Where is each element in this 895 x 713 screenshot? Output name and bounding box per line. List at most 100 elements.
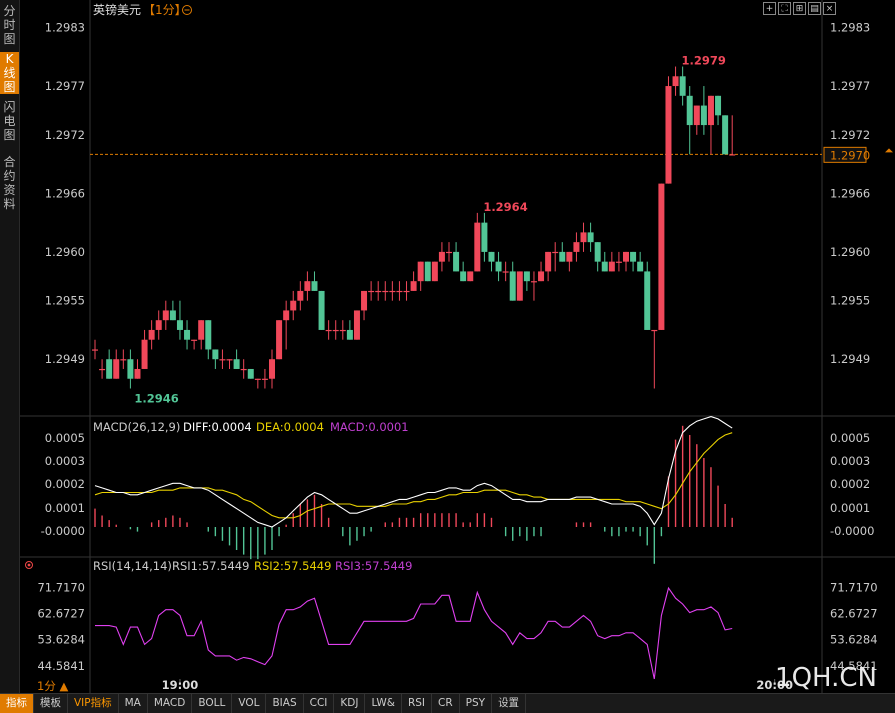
candle-body-31	[311, 281, 318, 291]
rsi-label-right-2: 53.6284	[830, 633, 878, 647]
toolbar-item-7[interactable]: BIAS	[266, 694, 304, 713]
candle-body-13	[184, 329, 191, 340]
price-label-right-5: 1.2955	[830, 294, 870, 308]
up-arrow-icon	[885, 148, 893, 153]
rsi-rsi1-label: RSI1:57.5449	[172, 559, 249, 573]
price-label-left-5: 1.2955	[45, 294, 85, 308]
macd-diff-label: DIFF:0.0004	[183, 420, 252, 434]
candle-body-40	[375, 290, 382, 293]
candle-body-58	[502, 271, 509, 273]
macd-label-left-2: 0.0002	[45, 477, 85, 491]
toolbar-item-8[interactable]: CCI	[304, 694, 335, 713]
candle-body-85	[693, 105, 700, 126]
candle-body-77	[637, 261, 644, 272]
rsi-label-left-0: 71.7170	[37, 580, 85, 594]
toolbar-item-14[interactable]: 设置	[492, 694, 527, 713]
expand-icon[interactable]: ⛶	[778, 2, 791, 15]
candle-body-88	[715, 95, 722, 116]
candle-body-3	[113, 359, 120, 379]
candle-body-0	[92, 349, 98, 351]
price-label-left-4: 1.2960	[45, 245, 85, 259]
candle-body-18	[219, 359, 226, 361]
candle-body-39	[368, 290, 375, 293]
candle-body-6	[134, 368, 141, 379]
rsi-label-right-0: 71.7170	[830, 580, 878, 594]
indicator-toolbar: 指标 模板 VIP指标 MA MACD BOLL VOL BIAS CCI KDJ LW& RSI CR…	[0, 693, 895, 713]
price-label-right-4: 1.2960	[830, 245, 870, 259]
candle-body-45	[410, 281, 417, 291]
toolbar-item-4[interactable]: MACD	[148, 694, 193, 713]
rsi-title: RSI(14,14,14)	[93, 559, 172, 573]
candle-body-64	[545, 251, 552, 272]
candle-body-43	[396, 290, 403, 293]
candle-body-29	[297, 290, 304, 301]
candle-body-34	[332, 329, 339, 332]
candle-body-20	[233, 359, 240, 369]
candle-body-21	[240, 368, 247, 371]
candle-body-2	[106, 359, 113, 379]
price-label-right-0: 1.2983	[830, 21, 870, 35]
toolbar-item-6[interactable]: VOL	[232, 694, 267, 713]
rsi-line	[95, 586, 733, 680]
sidebar-tab-2[interactable]: 闪电图	[3, 100, 16, 142]
candle-body-30	[304, 281, 311, 291]
candle-body-56	[488, 251, 495, 262]
candle-body-89	[722, 115, 729, 155]
toolbar-item-11[interactable]: RSI	[402, 694, 432, 713]
split-icon[interactable]: ⊞	[793, 2, 806, 15]
candle-body-41	[382, 290, 389, 293]
candle-body-79	[651, 329, 658, 332]
sidebar-tab-3[interactable]: 合约资料	[3, 155, 16, 211]
toolbar-item-5[interactable]: BOLL	[192, 694, 233, 713]
candle-body-24	[261, 378, 268, 380]
price-label-left-1: 1.2977	[45, 79, 85, 93]
candle-body-82	[672, 76, 679, 87]
candle-body-67	[566, 251, 573, 262]
symbol-title: 英镑美元	[93, 2, 141, 17]
toolbar-item-1[interactable]: 模板	[34, 694, 68, 713]
candle-body-73	[608, 261, 615, 272]
current-price-box	[823, 146, 867, 163]
toolbar-item-0[interactable]: 指标	[0, 694, 34, 713]
chart-icon[interactable]: ▤	[808, 2, 821, 15]
candle-body-27	[283, 310, 290, 321]
candle-body-69	[580, 232, 587, 243]
candle-body-71	[594, 242, 601, 262]
candle-body-80	[658, 183, 665, 330]
candle-body-11	[169, 310, 176, 321]
toolbar-item-9[interactable]: KDJ	[334, 694, 366, 713]
price-label-right-1: 1.2977	[830, 79, 870, 93]
candle-body-32	[318, 290, 325, 330]
candle-body-12	[176, 320, 183, 330]
candle-body-19	[226, 359, 233, 361]
candle-body-35	[339, 329, 346, 332]
rsi-label-left-1: 62.6727	[37, 607, 85, 621]
toolbar-item-13[interactable]: PSY	[460, 694, 493, 713]
toolbar-item-3[interactable]: MA	[119, 694, 148, 713]
candle-body-22	[247, 368, 254, 379]
toolbar-item-12[interactable]: CR	[432, 694, 460, 713]
record-icon	[25, 561, 33, 569]
price-label-left-6: 1.2949	[45, 352, 85, 366]
candle-body-57	[495, 261, 502, 272]
close-icon[interactable]: ×	[823, 2, 836, 15]
price-label-right-3: 1.2966	[830, 186, 870, 200]
candle-body-26	[276, 320, 283, 360]
toolbar-item-2[interactable]: VIP指标	[68, 694, 119, 713]
macd-dea-label: DEA:0.0004	[256, 420, 324, 434]
sidebar-tab-0[interactable]: 分时图	[3, 4, 16, 46]
crosshair-icon[interactable]: +	[763, 2, 776, 15]
candle-body-75	[623, 251, 629, 262]
candle-body-15	[198, 320, 205, 340]
candle-body-4	[120, 359, 127, 361]
watermark: 1QH.CN	[775, 663, 877, 693]
candle-body-81	[665, 86, 672, 184]
macd-label-left-4: -0.0000	[41, 524, 85, 538]
circle-minus-icon	[182, 5, 192, 15]
candle-body-74	[615, 261, 622, 263]
toolbar-item-10[interactable]: LW&	[365, 694, 402, 713]
price-label-right-6: 1.2949	[830, 352, 870, 366]
macd-label-left-1: 0.0003	[45, 454, 85, 468]
